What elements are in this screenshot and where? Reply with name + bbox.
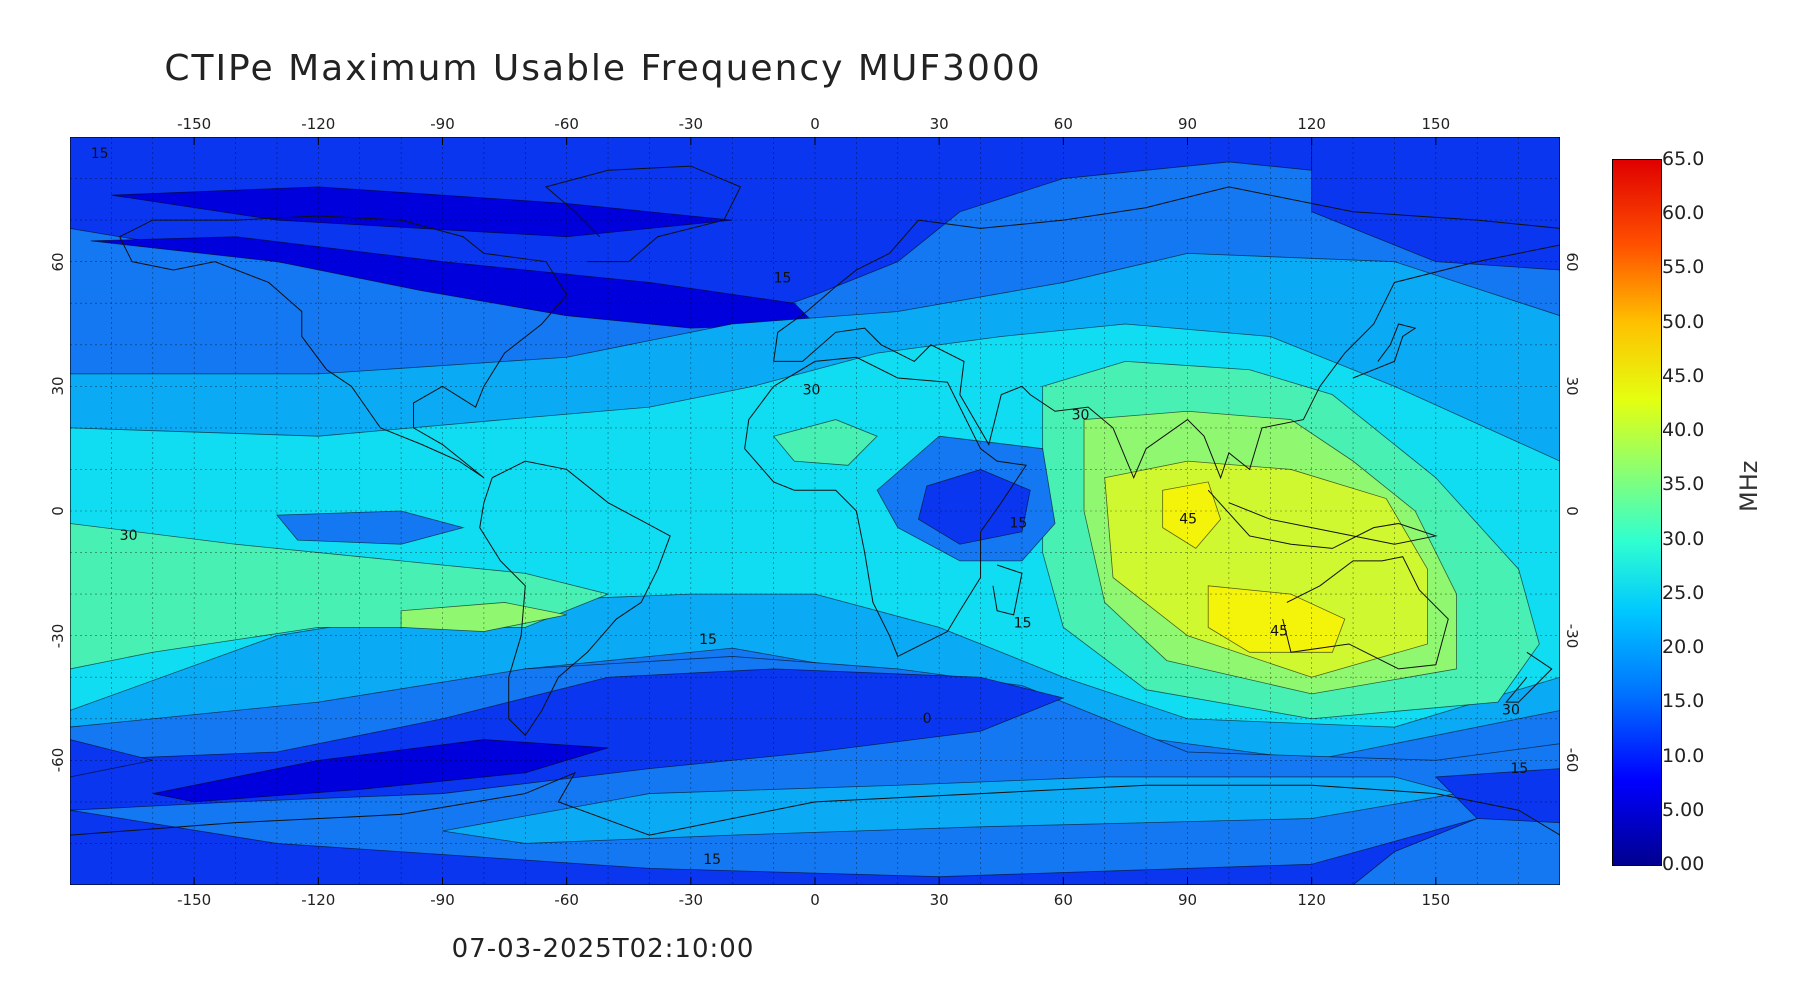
lat-label-right: 60 <box>1563 252 1581 272</box>
contour-label: 15 <box>699 632 717 648</box>
peak-a <box>1162 481 1222 549</box>
lon-label-bottom: 90 <box>1177 891 1198 909</box>
coast-japan <box>1352 323 1417 379</box>
lon-label-bottom: -60 <box>554 891 579 909</box>
colorbar-tick-label: 60.0 <box>1662 202 1705 225</box>
colorbar-tick-label: 25.0 <box>1662 581 1705 604</box>
lat-label-right: -30 <box>1563 623 1581 648</box>
contour-label: 15 <box>1010 516 1028 532</box>
lon-label-top: -120 <box>301 115 336 133</box>
lon-label-bottom: -90 <box>430 891 455 909</box>
colorbar-tick-label: 10.0 <box>1662 744 1705 767</box>
contour-label: 30 <box>1502 703 1520 719</box>
lon-label-bottom: -120 <box>301 891 336 909</box>
contour-label: 45 <box>1179 511 1197 527</box>
lon-label-bottom: 120 <box>1297 891 1326 909</box>
muf-map: 15 15 30 30 15 45 45 30 15 15 0 30 15 15 -150 -150 -120… <box>49 115 1581 909</box>
contour-labels: 15 15 30 30 15 45 45 30 15 15 0 30 15 15 <box>91 146 1528 868</box>
lon-label-bottom: 30 <box>929 891 949 909</box>
coast-south-america <box>479 460 671 737</box>
colorbar-tick-label: 30.0 <box>1662 527 1705 550</box>
colorbar-tick-label: 45.0 <box>1662 364 1705 387</box>
coast-eurasia <box>773 186 1561 480</box>
colorbar-tick-label: 55.0 <box>1662 256 1705 279</box>
lon-label-top: 120 <box>1297 115 1326 133</box>
lon-label-bottom: 60 <box>1053 891 1073 909</box>
contour-label: 15 <box>774 270 792 286</box>
lat-label-left: -60 <box>49 748 67 773</box>
colorbar-tick-label: 50.0 <box>1662 310 1705 333</box>
colorbar-unit: MHz <box>1735 460 1763 512</box>
lon-label-top: 150 <box>1421 115 1451 133</box>
lon-label-top: -30 <box>678 115 704 133</box>
colorbar-tick-label: 65.0 <box>1662 148 1705 170</box>
contour-label: 30 <box>803 383 821 399</box>
contour-label: 45 <box>1270 624 1288 640</box>
coast-madagascar <box>992 564 1023 616</box>
coast-new-zealand <box>1505 651 1553 703</box>
lat-label-left: 0 <box>49 506 67 516</box>
contour-label: 15 <box>703 852 721 868</box>
contour-label: 15 <box>1014 615 1032 631</box>
colorbar <box>1612 159 1662 866</box>
colorbar-tick-label: 40.0 <box>1662 419 1705 442</box>
lon-label-bottom: 150 <box>1421 891 1451 909</box>
lat-label-right: -60 <box>1563 748 1581 773</box>
coast-australia <box>1282 556 1449 670</box>
lon-label-top: 90 <box>1177 115 1198 133</box>
lat-label-left: -30 <box>49 623 67 648</box>
lon-label-top: -150 <box>177 115 212 133</box>
colorbar-tick-label: 35.0 <box>1662 473 1705 496</box>
pac-low-15 <box>276 510 465 545</box>
coast-greenland <box>544 165 742 263</box>
lon-label-bottom: 0 <box>810 891 820 909</box>
atl-30 <box>772 419 878 466</box>
lat-label-left: 30 <box>49 376 67 396</box>
lat-label-right: 30 <box>1563 376 1581 396</box>
contour-label: 30 <box>1072 408 1090 424</box>
lon-label-top: 30 <box>929 115 949 133</box>
lon-label-top: -90 <box>430 115 455 133</box>
lon-label-top: 0 <box>810 115 820 133</box>
contour-label: 15 <box>91 146 109 162</box>
lat-label-left: 60 <box>49 252 67 272</box>
coast-indonesia <box>1207 489 1438 549</box>
muf-contour-map: 15 15 30 30 15 45 45 30 15 15 0 30 15 15 <box>67 134 1563 888</box>
lon-label-top: 60 <box>1053 115 1073 133</box>
lon-label-bottom: -30 <box>678 891 704 909</box>
timestamp: 07-03-2025T02:10:00 <box>451 934 755 964</box>
colorbar-tick-label: 15.0 <box>1662 690 1705 713</box>
lon-label-top: -60 <box>554 115 579 133</box>
contour-label: 30 <box>120 528 138 544</box>
coast-north-america <box>119 215 568 479</box>
colorbar-tick-label: 5.00 <box>1662 798 1705 821</box>
map-title: CTIPe Maximum Usable Frequency MUF3000 <box>164 48 1042 89</box>
colorbar-tick-label: 20.0 <box>1662 636 1705 659</box>
lat-label-right: 0 <box>1563 506 1581 516</box>
contour-label: 0 <box>923 711 932 727</box>
contour-label: 15 <box>1510 761 1528 777</box>
colorbar-tick-label: 0.00 <box>1662 853 1705 875</box>
lon-label-bottom: -150 <box>177 891 212 909</box>
